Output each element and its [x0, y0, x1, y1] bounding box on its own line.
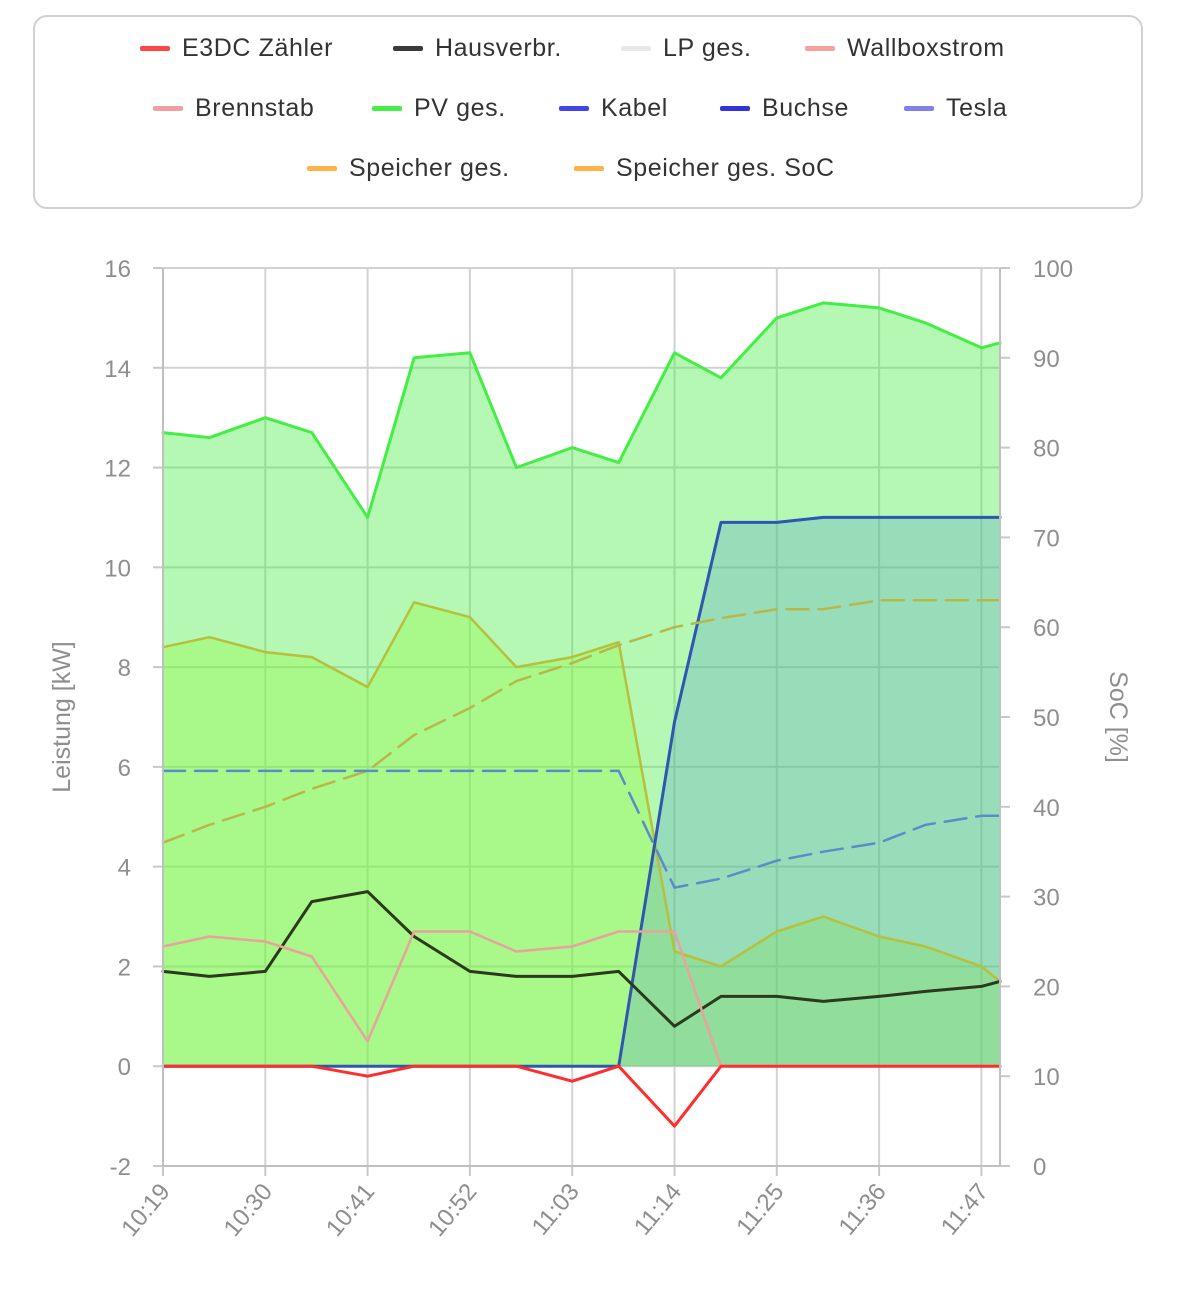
legend-label: Speicher ges.: [349, 153, 510, 182]
legend-swatch: [805, 45, 835, 51]
y-tick-label: 16: [104, 256, 131, 283]
y-tick-label: 6: [118, 755, 131, 782]
legend-swatch: [559, 105, 589, 111]
line-tesla: [161, 769, 1002, 889]
y2-tick-label: 50: [1033, 705, 1060, 732]
line-hausverbr: [161, 890, 1002, 1028]
x-tick-label: 10:30: [219, 1179, 278, 1242]
legend-swatch: [393, 45, 423, 51]
legend-swatch: [140, 45, 170, 51]
line-e3dc-zaehler: [161, 1064, 1002, 1128]
y-tick-label: 14: [104, 356, 131, 383]
y-axis-title: Leistung [kW]: [48, 641, 76, 792]
legend-label: E3DC Zähler: [182, 33, 334, 62]
area-speicher-ges: [163, 602, 1000, 1067]
x-tick-label: 10:52: [423, 1179, 482, 1242]
y2-tick-label: 90: [1033, 346, 1060, 373]
legend-swatch: [904, 105, 934, 111]
line-speicher-ges: [161, 601, 1002, 983]
x-tick-label: 11:25: [731, 1179, 789, 1241]
y2-axis-title: SoC [%]: [1104, 671, 1132, 763]
y2-tick-label: 70: [1033, 525, 1060, 552]
legend-swatch: [307, 165, 337, 171]
x-tick-label: 11:47: [936, 1179, 994, 1241]
legend-label: LP ges.: [663, 33, 752, 62]
series-lines: [161, 301, 1002, 1128]
x-tick-label: 10:19: [116, 1179, 175, 1242]
y-tick-label: 2: [118, 954, 131, 981]
y-tick-label: 12: [104, 456, 131, 483]
legend-label: PV ges.: [414, 93, 506, 122]
x-tick-label: 11:03: [527, 1179, 585, 1241]
legend-item-kabel[interactable]: Kabel: [559, 93, 668, 123]
y2-tick-label: 0: [1033, 1154, 1046, 1181]
series-areas: [163, 302, 1000, 1067]
legend-item-buchse[interactable]: Buchse: [720, 93, 849, 123]
legend-swatch: [372, 105, 402, 111]
line-pv-ges: [161, 301, 1002, 519]
y-tick-label: 10: [104, 555, 131, 582]
area-pv-ges: [163, 302, 1000, 1067]
legend-item-e3dc-zaehler[interactable]: E3DC Zähler: [140, 33, 333, 63]
legend-item-lp-ges[interactable]: LP ges.: [621, 33, 752, 63]
y-tick-label: 8: [118, 655, 131, 682]
legend-item-brennstab[interactable]: Brennstab: [153, 93, 314, 123]
x-tick-label: 11:14: [629, 1179, 687, 1241]
legend-item-speicher-ges-soc[interactable]: Speicher ges. SoC: [574, 153, 835, 183]
legend-swatch: [153, 105, 183, 111]
y2-tick-label: 100: [1033, 256, 1073, 283]
legend-swatch: [720, 105, 750, 111]
y-tick-label: 0: [118, 1054, 131, 1081]
legend-label: Speicher ges. SoC: [616, 153, 835, 182]
legend-label: Brennstab: [195, 93, 315, 122]
legend-item-wallboxstrom[interactable]: Wallboxstrom: [805, 33, 1005, 63]
y-tick-label: 4: [118, 855, 131, 882]
legend-swatch: [574, 165, 604, 171]
legend-label: Tesla: [946, 93, 1008, 122]
legend-label: Kabel: [601, 93, 668, 122]
y2-tick-label: 80: [1033, 436, 1060, 463]
legend-label: Buchse: [762, 93, 849, 122]
legend-item-pv-ges[interactable]: PV ges.: [372, 93, 506, 123]
y-tick-label: -2: [110, 1154, 131, 1181]
y2-tick-label: 30: [1033, 885, 1060, 912]
y2-tick-label: 40: [1033, 795, 1060, 822]
legend-item-speicher-ges[interactable]: Speicher ges.: [307, 153, 510, 183]
y2-tick-label: 10: [1033, 1064, 1060, 1091]
x-tick-label: 10:41: [321, 1179, 380, 1242]
legend-item-hausverbr[interactable]: Hausverbr.: [393, 33, 562, 63]
x-tick-label: 11:36: [834, 1179, 892, 1241]
legend-swatch: [621, 45, 651, 51]
legend-item-tesla[interactable]: Tesla: [904, 93, 1007, 123]
chart-legend: E3DC Zähler Hausverbr. LP ges. Wallboxst…: [33, 15, 1143, 209]
y2-tick-label: 20: [1033, 974, 1060, 1001]
area-buchse: [163, 517, 1000, 1067]
line-speicher-ges-soc: [161, 599, 1002, 844]
y2-tick-label: 60: [1033, 615, 1060, 642]
legend-label: Hausverbr.: [435, 33, 562, 62]
legend-label: Wallboxstrom: [847, 33, 1005, 62]
